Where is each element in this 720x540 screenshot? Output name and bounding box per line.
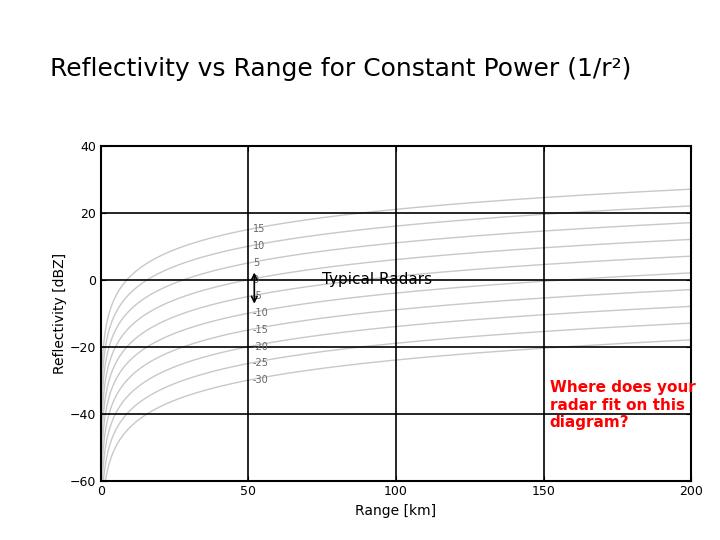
Text: 10: 10 xyxy=(253,241,265,251)
Text: -30: -30 xyxy=(253,375,269,385)
Text: -25: -25 xyxy=(253,359,269,368)
Text: -10: -10 xyxy=(253,308,269,318)
Text: -5: -5 xyxy=(253,292,263,301)
Text: Typical Radars: Typical Radars xyxy=(323,272,432,287)
Text: Where does your
radar fit on this
diagram?: Where does your radar fit on this diagra… xyxy=(549,380,696,430)
Text: Reflectivity vs Range for Constant Power (1/r²): Reflectivity vs Range for Constant Power… xyxy=(50,57,631,81)
Text: -20: -20 xyxy=(253,342,269,352)
Text: 5: 5 xyxy=(253,258,259,268)
Y-axis label: Reflectivity [dBZ]: Reflectivity [dBZ] xyxy=(53,253,67,374)
Text: 15: 15 xyxy=(253,225,265,234)
Text: 0: 0 xyxy=(253,275,259,285)
X-axis label: Range [km]: Range [km] xyxy=(356,504,436,518)
Text: -15: -15 xyxy=(253,325,269,335)
